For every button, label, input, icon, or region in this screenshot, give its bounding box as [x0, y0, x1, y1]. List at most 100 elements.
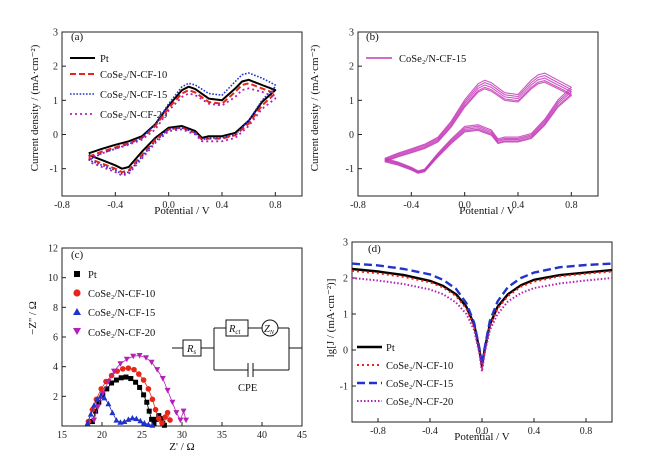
- x-tick-label: 0.4: [512, 200, 525, 211]
- legend-label-cf10: CoSe₂/N-CF-10: [100, 70, 167, 81]
- legend-label-d-cf10: CoSe₂/N-CF-10: [386, 361, 453, 372]
- x-tick-label: 20: [97, 430, 107, 441]
- y-tick-label: 12: [48, 244, 58, 255]
- x-tick-label: -0.4: [403, 200, 419, 211]
- point-c-0: [113, 377, 119, 383]
- point-c-0: [141, 392, 147, 398]
- x-axis-label-d: Potential / V: [454, 431, 509, 443]
- point-c-0: [156, 413, 162, 419]
- point-c-2: [105, 400, 112, 407]
- cycle-line-b-2: [384, 80, 573, 174]
- point-c-0: [109, 380, 115, 386]
- legend-label-c-cf10: CoSe₂/N-CF-10: [88, 289, 155, 300]
- legend-label-pt: Pt: [100, 54, 109, 65]
- point-c-1: [149, 396, 156, 403]
- chart-panel-a: Current density / (mA·cm⁻²) Potential / …: [29, 28, 303, 217]
- x-tick-label: 0.8: [565, 200, 578, 211]
- point-c-3: [169, 399, 176, 406]
- point-c-0: [104, 386, 110, 392]
- y-tick-label: 3: [343, 238, 348, 249]
- x-tick-label: 0.8: [269, 200, 282, 211]
- legend-marker-cf15: [73, 308, 81, 315]
- x-tick-label: 0.4: [528, 426, 541, 437]
- point-c-0: [146, 408, 152, 414]
- legend-label-cf20: CoSe₂/N-CF-20: [100, 110, 167, 121]
- legend-label-d-pt: Pt: [386, 343, 395, 354]
- plot-frame: [351, 241, 613, 423]
- y-tick-label: 2: [349, 62, 354, 73]
- point-c-3: [111, 368, 117, 375]
- point-c-3: [123, 356, 130, 363]
- point-c-3: [164, 387, 171, 394]
- y-tick-label: 0: [343, 346, 348, 357]
- chart-panel-b: Current density / (mA·cm⁻²) Potential / …: [309, 28, 599, 217]
- chart-panel-c: −Z'' / Ω Z' / Ω (c) Pt CoSe₂/N-CF-10 CoS…: [27, 244, 307, 454]
- point-c-1: [98, 386, 104, 392]
- point-c-0: [128, 376, 134, 382]
- point-c-0: [144, 399, 150, 405]
- x-tick-label: 30: [177, 430, 187, 441]
- point-c-1: [167, 417, 173, 423]
- circuit-label-zn: ZN: [264, 324, 275, 336]
- x-tick-label: -0.8: [54, 200, 70, 211]
- series-line-d-1: [351, 269, 613, 369]
- point-c-3: [183, 417, 189, 424]
- point-c-3: [173, 410, 180, 416]
- y-tick-label: 1: [343, 310, 348, 321]
- point-c-0: [133, 379, 139, 385]
- point-c-0: [151, 420, 157, 426]
- x-tick-label: 0.0: [458, 200, 471, 211]
- x-tick-label: 35: [217, 430, 227, 441]
- y-tick-label: 0: [53, 130, 58, 141]
- y-tick-label: 10: [48, 273, 58, 284]
- legend-label-c-cf20: CoSe₂/N-CF-20: [88, 328, 155, 339]
- point-c-3: [136, 353, 143, 359]
- x-tick-label: 45: [297, 430, 307, 441]
- point-c-3: [143, 355, 149, 361]
- point-c-3: [177, 417, 184, 424]
- point-c-3: [154, 367, 161, 373]
- y-tick-label: 3: [349, 28, 354, 39]
- point-c-2: [125, 416, 132, 422]
- legend-a: Pt CoSe₂/N-CF-10 CoSe₂/N-CF-15 CoSe₂/N-C…: [70, 54, 167, 121]
- point-c-3: [130, 353, 137, 360]
- equivalent-circuit-inset: [172, 319, 302, 377]
- legend-marker-cf20: [73, 328, 81, 335]
- y-tick-label: -1: [346, 164, 354, 175]
- point-c-1: [120, 366, 126, 372]
- x-tick-label: 15: [57, 430, 67, 441]
- point-c-1: [152, 406, 159, 413]
- cycle-line-b-0: [384, 77, 573, 173]
- y-tick-label: 4: [53, 362, 58, 373]
- point-c-1: [156, 415, 162, 422]
- point-c-0: [123, 374, 129, 380]
- y-tick-label: 0: [349, 130, 354, 141]
- x-tick-label: -0.4: [107, 200, 123, 211]
- legend-label-b: CoSe₂/N-CF-15: [399, 54, 466, 65]
- point-c-2: [109, 409, 116, 416]
- point-c-2: [133, 415, 140, 422]
- legend-d: Pt CoSe₂/N-CF-10 CoSe₂/N-CF-15 CoSe₂/N-C…: [357, 343, 453, 408]
- point-c-0: [96, 399, 102, 405]
- x-tick-label: 0.0: [476, 426, 489, 437]
- point-c-3: [159, 376, 166, 382]
- x-tick-label: 40: [257, 430, 267, 441]
- point-c-0: [89, 419, 95, 425]
- point-c-2: [113, 417, 120, 423]
- x-tick-label: 25: [137, 430, 147, 441]
- y-tick-label: -1: [50, 164, 58, 175]
- circuit-label-rct: Rct: [228, 324, 242, 336]
- cycle-line-b-3: [384, 72, 573, 172]
- plot-frame: [357, 31, 599, 197]
- y-tick-label: -1: [340, 382, 348, 393]
- plot-frame: [61, 31, 303, 197]
- point-c-2: [145, 421, 152, 428]
- point-c-3: [117, 361, 124, 367]
- x-tick-label: -0.8: [350, 200, 366, 211]
- point-c-0: [137, 384, 143, 390]
- point-c-1: [162, 414, 168, 420]
- legend-b: CoSe₂/N-CF-15: [366, 54, 466, 65]
- y-tick-label: 1: [349, 96, 354, 107]
- y-tick-label: 8: [53, 303, 58, 314]
